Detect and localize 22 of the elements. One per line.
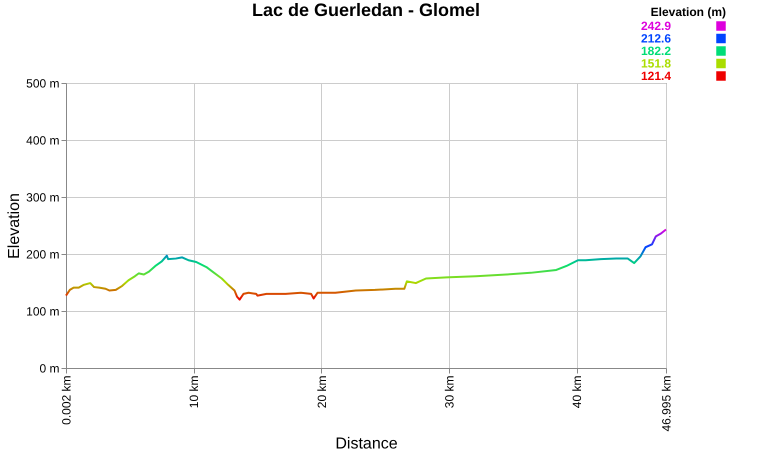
- color-bar-label: 121.4: [640, 69, 672, 83]
- color-bar-label: 151.8: [640, 56, 672, 70]
- x-tick-label: 10 km: [187, 376, 202, 408]
- x-tick-label: 0.002 km: [60, 375, 74, 425]
- y-tick-label: 500 m: [26, 76, 60, 90]
- y-axis-title: Elevation: [6, 193, 24, 259]
- y-tick-label: 400 m: [26, 134, 60, 148]
- x-tick-label: 20 km: [314, 376, 329, 408]
- chart-title: Lac de Guerledan - Glomel: [252, 0, 480, 20]
- y-tick-label: 100 m: [26, 304, 60, 318]
- color-bar-title: Elevation (m): [650, 5, 726, 19]
- y-tick-label: 0 m: [39, 362, 60, 376]
- color-bar-label: 212.6: [640, 32, 672, 46]
- x-axis-title: Distance: [335, 436, 398, 453]
- line-series: [65, 228, 667, 301]
- x-tick-label: 46.995 km: [660, 376, 674, 432]
- color-bar-label: 242.9: [640, 19, 672, 33]
- y-tick-label: 300 m: [26, 190, 60, 204]
- y-tick-label: 200 m: [26, 248, 60, 262]
- color-bar-label: 182.2: [640, 44, 672, 58]
- x-tick-label: 30 km: [442, 376, 457, 408]
- x-tick-label: 40 km: [570, 376, 584, 408]
